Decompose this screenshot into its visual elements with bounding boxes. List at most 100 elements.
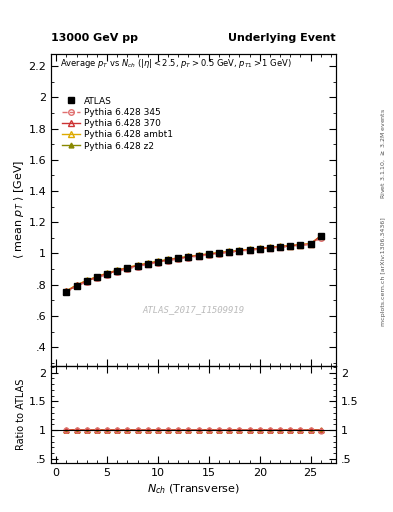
Pythia 6.428 z2 — [237, 248, 242, 254]
Pythia 6.428 345 — [64, 289, 69, 295]
Pythia 6.428 345 — [74, 283, 79, 289]
ATLAS — [227, 249, 231, 255]
Pythia 6.428 z2 — [308, 241, 313, 247]
Pythia 6.428 z2 — [318, 233, 323, 239]
Pythia 6.428 370 — [308, 241, 313, 247]
ATLAS — [257, 246, 262, 252]
ATLAS — [196, 252, 201, 259]
Pythia 6.428 345 — [95, 275, 99, 281]
Pythia 6.428 345 — [186, 254, 191, 261]
Pythia 6.428 370 — [105, 270, 109, 276]
Pythia 6.428 345 — [268, 245, 272, 251]
Pythia 6.428 ambt1 — [298, 242, 303, 248]
Pythia 6.428 345 — [217, 250, 221, 257]
Pythia 6.428 370 — [257, 246, 262, 252]
Pythia 6.428 ambt1 — [186, 253, 191, 260]
ATLAS — [125, 265, 130, 271]
Text: Rivet 3.1.10, $\geq$ 3.2M events: Rivet 3.1.10, $\geq$ 3.2M events — [379, 108, 387, 199]
Pythia 6.428 370 — [268, 245, 272, 251]
Pythia 6.428 370 — [186, 254, 191, 260]
ATLAS — [206, 251, 211, 258]
Pythia 6.428 z2 — [298, 242, 303, 248]
Pythia 6.428 ambt1 — [308, 241, 313, 247]
Pythia 6.428 ambt1 — [268, 244, 272, 250]
Pythia 6.428 370 — [217, 250, 221, 256]
ATLAS — [105, 271, 109, 277]
Pythia 6.428 370 — [125, 265, 130, 271]
Pythia 6.428 z2 — [227, 249, 231, 255]
Pythia 6.428 345 — [145, 261, 150, 267]
Pythia 6.428 345 — [156, 260, 160, 266]
Pythia 6.428 ambt1 — [166, 257, 171, 263]
Pythia 6.428 ambt1 — [125, 265, 130, 271]
Pythia 6.428 370 — [84, 278, 89, 284]
Pythia 6.428 370 — [166, 257, 171, 263]
ATLAS — [145, 261, 150, 267]
ATLAS — [247, 247, 252, 253]
Pythia 6.428 370 — [206, 251, 211, 258]
Pythia 6.428 z2 — [74, 282, 79, 288]
ATLAS — [298, 242, 303, 248]
Pythia 6.428 ambt1 — [237, 247, 242, 253]
Pythia 6.428 345 — [237, 248, 242, 254]
ATLAS — [95, 274, 99, 280]
Pythia 6.428 345 — [206, 252, 211, 258]
Pythia 6.428 z2 — [125, 265, 130, 271]
Pythia 6.428 ambt1 — [206, 251, 211, 257]
Pythia 6.428 345 — [125, 266, 130, 272]
Pythia 6.428 z2 — [278, 244, 283, 250]
Pythia 6.428 ambt1 — [156, 258, 160, 264]
Pythia 6.428 z2 — [166, 257, 171, 263]
Pythia 6.428 370 — [318, 233, 323, 239]
Pythia 6.428 z2 — [95, 274, 99, 280]
ATLAS — [156, 259, 160, 265]
Pythia 6.428 370 — [278, 244, 283, 250]
Text: mcplots.cern.ch [arXiv:1306.3436]: mcplots.cern.ch [arXiv:1306.3436] — [381, 217, 386, 326]
Pythia 6.428 z2 — [115, 267, 119, 273]
Pythia 6.428 ambt1 — [84, 278, 89, 284]
Pythia 6.428 z2 — [217, 250, 221, 256]
Pythia 6.428 345 — [318, 235, 323, 241]
ATLAS — [268, 245, 272, 251]
Pythia 6.428 370 — [156, 259, 160, 265]
Pythia 6.428 345 — [227, 249, 231, 255]
Pythia 6.428 ambt1 — [217, 249, 221, 255]
ATLAS — [217, 250, 221, 256]
Pythia 6.428 z2 — [176, 255, 181, 261]
Pythia 6.428 370 — [247, 247, 252, 253]
Pythia 6.428 ambt1 — [247, 246, 252, 252]
Pythia 6.428 370 — [64, 288, 69, 294]
Pythia 6.428 z2 — [145, 261, 150, 267]
Pythia 6.428 z2 — [186, 253, 191, 260]
Pythia 6.428 345 — [288, 243, 292, 249]
ATLAS — [278, 244, 283, 250]
Pythia 6.428 370 — [237, 248, 242, 254]
Pythia 6.428 345 — [105, 271, 109, 278]
ATLAS — [186, 254, 191, 260]
Text: 13000 GeV pp: 13000 GeV pp — [51, 33, 138, 43]
Pythia 6.428 z2 — [196, 252, 201, 259]
Pythia 6.428 345 — [298, 242, 303, 248]
ATLAS — [176, 255, 181, 262]
Pythia 6.428 370 — [135, 263, 140, 269]
Pythia 6.428 ambt1 — [227, 248, 231, 254]
Pythia 6.428 z2 — [206, 251, 211, 257]
ATLAS — [115, 268, 119, 274]
Pythia 6.428 345 — [115, 268, 119, 274]
Pythia 6.428 345 — [135, 264, 140, 270]
Line: ATLAS: ATLAS — [63, 233, 324, 295]
Pythia 6.428 345 — [196, 253, 201, 259]
Pythia 6.428 z2 — [64, 288, 69, 294]
Pythia 6.428 ambt1 — [318, 233, 323, 239]
Text: ATLAS_2017_I1509919: ATLAS_2017_I1509919 — [143, 305, 244, 314]
Pythia 6.428 ambt1 — [176, 255, 181, 261]
ATLAS — [288, 243, 292, 249]
ATLAS — [74, 283, 79, 289]
X-axis label: $N_{ch}$ (Transverse): $N_{ch}$ (Transverse) — [147, 482, 240, 496]
Pythia 6.428 370 — [74, 283, 79, 289]
Pythia 6.428 z2 — [288, 243, 292, 249]
Pythia 6.428 z2 — [156, 259, 160, 265]
Pythia 6.428 z2 — [268, 245, 272, 251]
ATLAS — [64, 289, 69, 295]
ATLAS — [237, 248, 242, 254]
